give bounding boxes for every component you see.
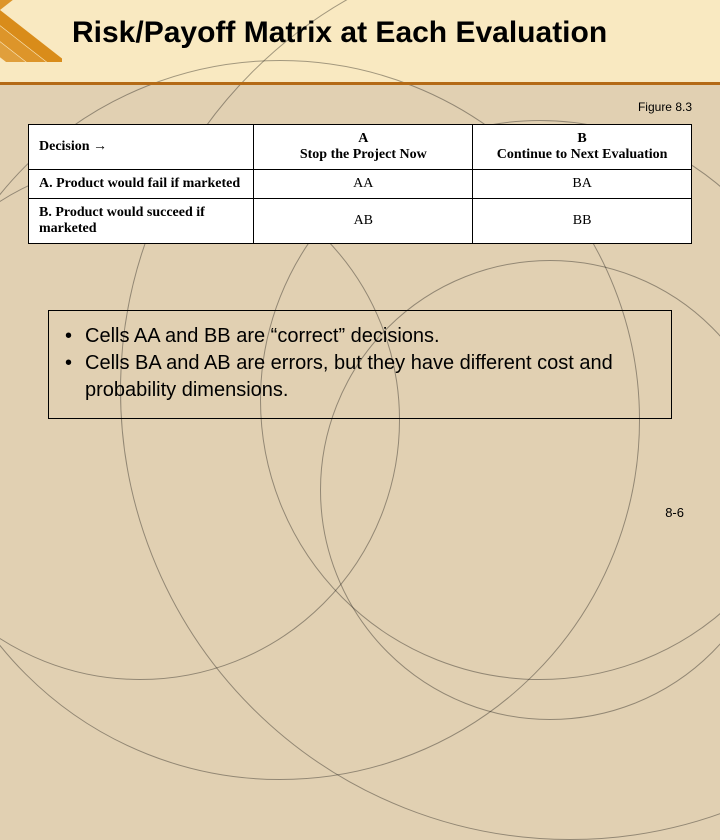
col-b-letter: B bbox=[483, 131, 681, 147]
col-head-decision: Decision → bbox=[29, 125, 254, 170]
page-number: 8-6 bbox=[665, 505, 684, 520]
slide-title: Risk/Payoff Matrix at Each Evaluation bbox=[72, 16, 700, 50]
row-a-head: A. Product would fail if marketed bbox=[29, 170, 254, 199]
cell-ba: BA bbox=[473, 170, 692, 199]
table-row: B. Product would succeed if marketed AB … bbox=[29, 199, 692, 244]
col-b-label: Continue to Next Evaluation bbox=[483, 147, 681, 163]
figure-label: Figure 8.3 bbox=[638, 100, 692, 114]
row-b-head: B. Product would succeed if marketed bbox=[29, 199, 254, 244]
risk-payoff-matrix: Decision → A Stop the Project Now B Cont… bbox=[28, 124, 692, 244]
table-row: A. Product would fail if marketed AA BA bbox=[29, 170, 692, 199]
col-head-a: A Stop the Project Now bbox=[254, 125, 473, 170]
callout-box: Cells AA and BB are “correct” decisions.… bbox=[48, 310, 672, 419]
table-header-row: Decision → A Stop the Project Now B Cont… bbox=[29, 125, 692, 170]
accent-rule bbox=[0, 82, 720, 85]
col-a-label: Stop the Project Now bbox=[264, 147, 462, 163]
cell-ab: AB bbox=[254, 199, 473, 244]
corner-decoration bbox=[0, 0, 62, 62]
cell-bb: BB bbox=[473, 199, 692, 244]
bullet-item: Cells BA and AB are errors, but they hav… bbox=[65, 350, 655, 404]
col-head-b: B Continue to Next Evaluation bbox=[473, 125, 692, 170]
bullet-item: Cells AA and BB are “correct” decisions. bbox=[65, 323, 655, 350]
col-a-letter: A bbox=[264, 131, 462, 147]
decision-label: Decision → bbox=[39, 139, 107, 154]
cell-aa: AA bbox=[254, 170, 473, 199]
